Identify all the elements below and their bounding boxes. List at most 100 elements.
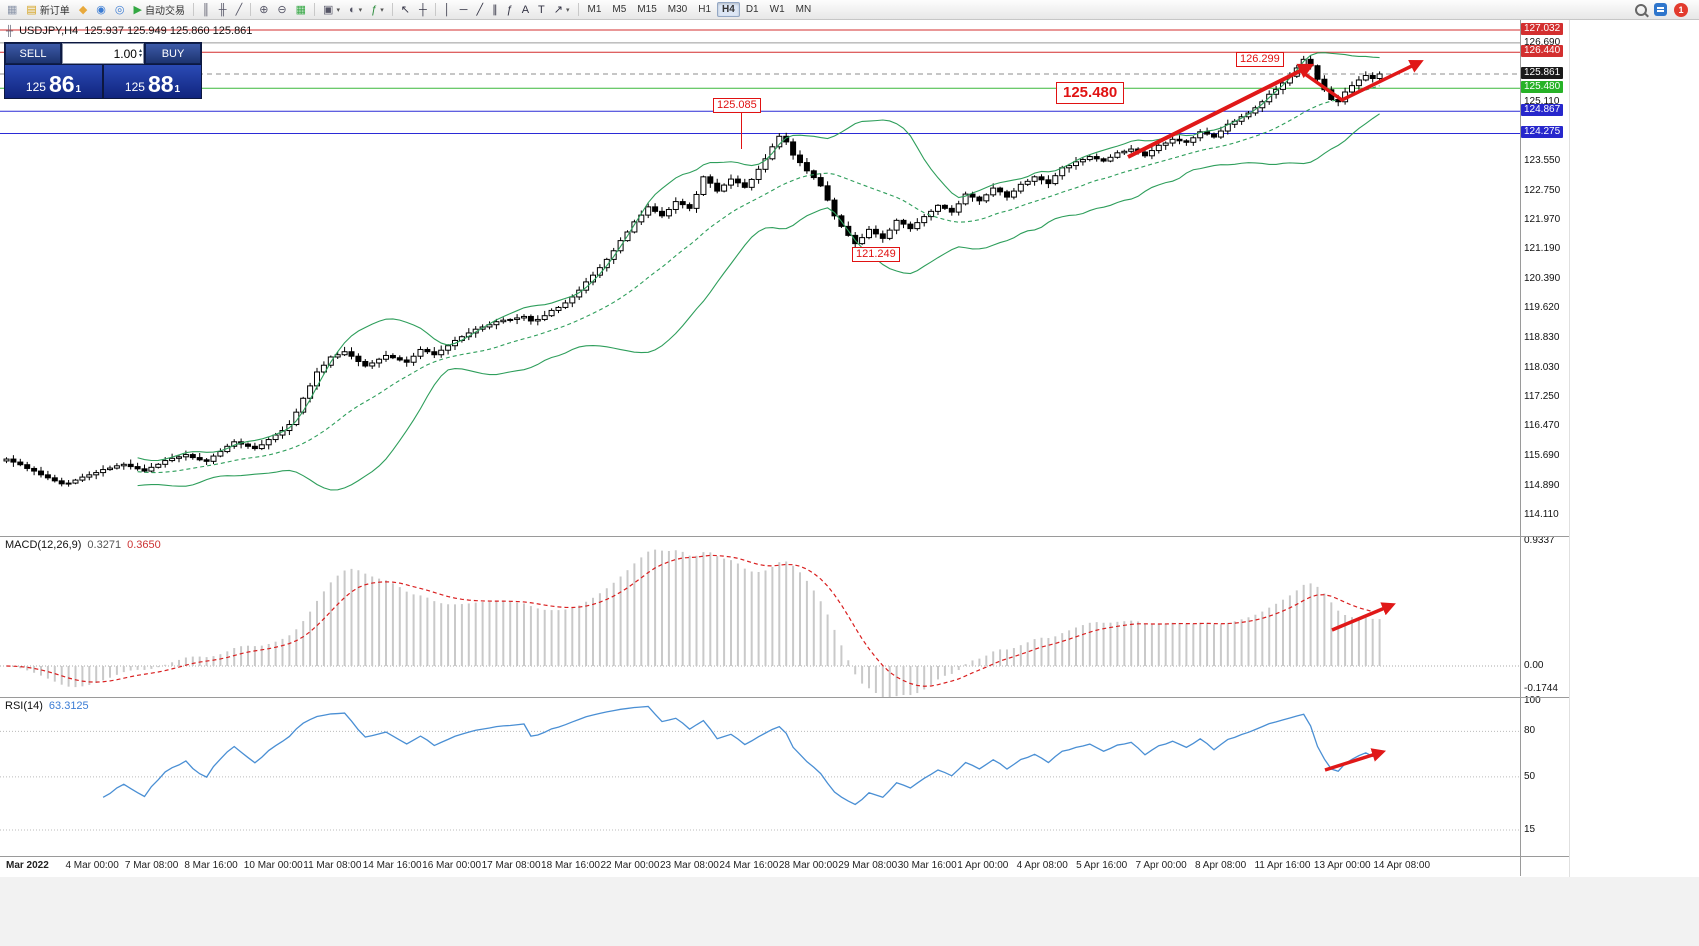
sell-price-button[interactable]: 125 86 1 (5, 65, 102, 98)
panel-separator[interactable] (0, 536, 1569, 537)
candle (300, 397, 307, 413)
timeframe-m1[interactable]: M1 (587, 4, 602, 15)
trend-arrow-forecast[interactable] (1300, 59, 1424, 103)
macd-panel[interactable]: MACD(12,26,9) 0.3271 0.3650 (0, 536, 1520, 697)
time-label: 1 Apr 00:00 (957, 860, 1009, 871)
price-tick: 116.470 (1524, 420, 1560, 432)
price-tick: 115.690 (1524, 449, 1560, 461)
zoom-out-icon[interactable]: ⊖ (273, 2, 290, 18)
candle (672, 201, 679, 210)
time-label: 29 Mar 08:00 (838, 860, 898, 871)
price-badge: 124.275 (1521, 126, 1564, 139)
macd-arrow[interactable] (1331, 602, 1396, 632)
search-icon[interactable] (1635, 3, 1647, 16)
timeframe-m30[interactable]: M30 (667, 4, 688, 15)
new-order-button[interactable]: ▤ 新订单 (22, 2, 73, 18)
price-callout[interactable]: 125.085 (713, 98, 761, 113)
buy-button[interactable]: BUY (145, 43, 201, 64)
time-label: 4 Mar 00:00 (65, 860, 119, 871)
timeframe-m5[interactable]: M5 (612, 4, 627, 15)
time-label: 28 Mar 00:00 (778, 860, 838, 871)
new-order-button: ▤ (26, 3, 37, 16)
candle (176, 456, 182, 459)
vertical-line-icon[interactable]: │ (440, 2, 455, 18)
timeframe-h1[interactable]: H1 (698, 4, 712, 15)
main-chart-panel[interactable]: ╫ USDJPY,H4 125.937 125.949 125.860 125.… (0, 20, 1520, 536)
callout-pointer-line (741, 113, 742, 149)
candle (1190, 137, 1197, 143)
horizontal-line-icon[interactable]: ─ (456, 2, 472, 18)
price-tick: 118.030 (1524, 361, 1560, 373)
candle (1162, 142, 1169, 146)
chevron-down-icon: ▾ (566, 6, 570, 14)
bar-chart-mode-icon[interactable]: ║ (198, 2, 214, 18)
fibonacci-icon[interactable]: ƒ (503, 2, 517, 18)
sell-button[interactable]: SELL (5, 43, 61, 64)
panel-separator[interactable] (0, 697, 1569, 698)
trend-arrow-up[interactable] (1127, 63, 1315, 159)
timeframe-d1[interactable]: D1 (745, 4, 759, 15)
trendline-icon[interactable]: ╱ (472, 2, 487, 18)
zoom-in-icon[interactable]: ⊕ (255, 2, 272, 18)
new-chart-icon[interactable]: ▣ ▾ (319, 2, 344, 18)
timeframe-mn[interactable]: MN (795, 4, 812, 15)
candle (1204, 131, 1211, 135)
candle (403, 359, 410, 363)
candle (251, 445, 258, 450)
chat-icon[interactable] (1654, 3, 1667, 16)
candle (803, 162, 810, 172)
timeframe-w1[interactable]: W1 (769, 4, 785, 15)
spin-down-icon[interactable]: ▾ (138, 52, 142, 59)
tile-windows-icon[interactable]: ▦ (292, 2, 310, 18)
time-label: 17 Mar 08:00 (481, 860, 541, 871)
signals-icon[interactable]: ◉ (92, 2, 110, 18)
vertical-line-icon: │ (443, 3, 451, 16)
candle (1197, 131, 1204, 139)
notification-badge[interactable]: 1 (1674, 2, 1688, 17)
rsi-arrow[interactable] (1324, 748, 1387, 772)
channel-icon[interactable]: ∥ (488, 2, 502, 18)
volume-spinner[interactable]: ▴ ▾ (138, 47, 142, 59)
label-icon[interactable]: T (534, 2, 549, 18)
rsi-panel[interactable]: RSI(14) 63.3125 (0, 697, 1520, 856)
candle (93, 472, 100, 476)
candle (562, 302, 569, 308)
text-icon[interactable]: A (518, 2, 533, 18)
chart-window-icon[interactable]: ▦ (3, 2, 21, 18)
timeframe-h4[interactable]: H4 (717, 2, 740, 17)
price-callout[interactable]: 121.249 (852, 247, 900, 262)
price-badge: 127.032 (1521, 23, 1564, 35)
market-icon[interactable]: ◆ (75, 2, 91, 18)
candle (1169, 138, 1176, 144)
candle (900, 219, 907, 225)
time-label: 18 Mar 16:00 (541, 860, 600, 871)
auto-trading-button[interactable]: ▶ 自动交易 (130, 2, 189, 18)
rsi-chart[interactable] (0, 697, 1520, 856)
candle (1349, 85, 1355, 93)
arrows-tool-icon[interactable]: ↗ ▾ (550, 2, 574, 18)
spin-up-icon[interactable]: ▴ (138, 47, 142, 54)
buy-price-button[interactable]: 125 88 1 (104, 65, 201, 98)
cursor-icon[interactable]: ↖ (397, 2, 414, 18)
candle (1093, 156, 1100, 160)
indicators-icon[interactable]: ƒ ▾ (367, 2, 388, 18)
crosshair-icon[interactable]: ┼ (415, 2, 431, 18)
candle (955, 203, 962, 213)
candle (866, 228, 872, 239)
profiles-icon: ◐ (348, 3, 356, 16)
line-chart-mode-icon[interactable]: ╱ (232, 2, 247, 18)
time-axis[interactable]: Mar 2022 4 Mar 00:00 7 Mar 08:00 8 Mar 16:0… (0, 856, 1520, 876)
candle (113, 465, 120, 469)
volume-input[interactable]: 1.00 ▴ ▾ (62, 43, 144, 64)
community-profile-icon[interactable]: ◎ (111, 2, 129, 18)
macd-chart[interactable] (0, 536, 1520, 697)
scale-separator (1520, 20, 1521, 876)
price-callout[interactable]: 125.480 (1056, 82, 1125, 104)
candle (935, 204, 941, 212)
candle (879, 233, 886, 239)
candle (969, 193, 976, 198)
candlestick-mode-icon[interactable]: ╫ (215, 2, 231, 18)
price-callout[interactable]: 126.299 (1236, 52, 1284, 67)
timeframe-m15[interactable]: M15 (637, 4, 657, 15)
profiles-icon[interactable]: ◐ ▾ (345, 2, 366, 18)
